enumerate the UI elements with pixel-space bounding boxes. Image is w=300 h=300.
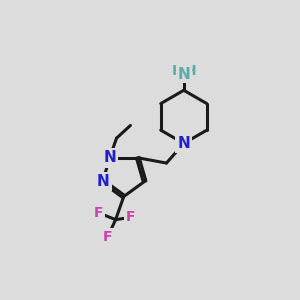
Text: F: F	[126, 210, 135, 224]
Text: F: F	[103, 230, 112, 244]
Text: N: N	[177, 136, 190, 151]
Text: F: F	[94, 206, 103, 220]
Text: N: N	[97, 174, 109, 189]
Text: N: N	[177, 67, 190, 82]
Text: H: H	[172, 64, 183, 78]
Text: N: N	[103, 150, 116, 165]
Text: H: H	[184, 64, 196, 78]
